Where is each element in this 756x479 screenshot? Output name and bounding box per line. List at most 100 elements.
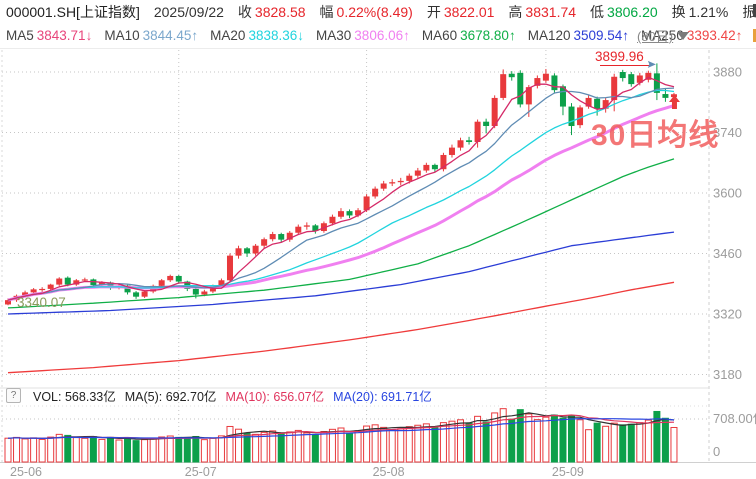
candle-body — [440, 154, 447, 170]
volume-bar — [98, 438, 106, 463]
volume-bar — [183, 438, 191, 463]
symbol-name[interactable]: 000001.SH[上证指数] — [6, 4, 140, 20]
candle-body — [39, 288, 46, 291]
candle-body — [602, 100, 609, 109]
volume-bar — [653, 410, 661, 463]
vol-value: 691.71亿 — [381, 390, 432, 404]
volume-bar — [491, 412, 499, 463]
candle-body — [380, 183, 387, 189]
chevron-down-icon — [677, 31, 690, 40]
volume-bar — [175, 436, 183, 463]
quote-field: 幅 0.22%(8.49) — [320, 2, 413, 22]
field-value: 3806.20 — [607, 4, 658, 20]
volume-bar — [217, 435, 225, 463]
field-value: 0.22%(8.49) — [336, 4, 413, 20]
candle-body — [269, 234, 276, 240]
volume-bar — [627, 423, 635, 463]
volume-tick-label: 708.00亿 — [713, 411, 756, 426]
candle-body — [389, 182, 396, 184]
candle-body — [47, 284, 54, 289]
volume-bar — [21, 438, 29, 463]
volume-bar — [610, 422, 618, 463]
volume-bar — [354, 430, 362, 463]
volume-field: MA(5): 692.70亿 — [125, 386, 217, 405]
volume-indicator-values: VOL: 568.33亿 MA(5): 692.70亿 MA(10): 656.07… — [33, 386, 432, 405]
volume-bar — [414, 424, 422, 463]
candle-body — [226, 255, 233, 281]
ma-line-ma5 — [7, 76, 675, 301]
candle-body — [98, 282, 105, 286]
quote-fields: 收 3828.58 幅 0.22%(8.49) 开 3822.01 高 3831.74 低 380… — [238, 2, 756, 22]
field-value: 3828.58 — [254, 4, 306, 20]
volume-bar — [328, 428, 336, 463]
volume-bar — [474, 415, 482, 463]
field-label: 开 — [426, 4, 441, 20]
volume-bar — [636, 422, 644, 463]
price-tick-label: 3600 — [713, 185, 742, 200]
candle-body — [585, 97, 592, 107]
ma-legend-item: MA20 3838.36↓ — [210, 28, 304, 43]
x-axis-label: 25-06 — [10, 465, 42, 479]
ma-legend-item: MA5 3843.71↓ — [6, 28, 92, 43]
volume-tick-label: 0 — [713, 444, 720, 459]
vol-label: MA(20): — [333, 390, 378, 404]
candle-body — [474, 121, 481, 143]
volume-bar — [166, 435, 174, 463]
volume-field: MA(10): 656.07亿 — [225, 386, 324, 405]
candle-body — [355, 210, 362, 216]
volume-bar — [141, 439, 149, 463]
candle-body — [252, 245, 259, 254]
ma-legend-item: MA60 3678.80↑ — [422, 28, 516, 43]
candle-body — [491, 97, 498, 127]
period-selector-dropdown[interactable]: (80日) — [637, 26, 690, 45]
volume-bar — [380, 426, 388, 463]
volume-bar — [388, 429, 396, 463]
candle-body — [372, 188, 379, 197]
candle-body — [56, 278, 63, 285]
candle-body — [64, 277, 71, 285]
volume-bar — [64, 434, 72, 463]
candle-body — [611, 76, 618, 101]
volume-bar — [260, 431, 268, 463]
candle-body — [124, 285, 131, 293]
volume-bar — [294, 429, 302, 463]
field-label: 低 — [590, 4, 605, 20]
volume-bar — [81, 437, 89, 463]
candle-body — [448, 147, 455, 155]
field-value: 3822.01 — [443, 4, 495, 20]
candle-body — [346, 211, 353, 216]
field-label: 收 — [237, 4, 252, 20]
quote-field: 高 3831.74 — [508, 2, 576, 22]
peak-annotation-arrowhead — [647, 60, 656, 68]
volume-bar — [644, 419, 652, 463]
candle-body — [5, 300, 11, 305]
ma-label: MA250 — [641, 27, 684, 43]
peak-price-annotation: 3899.96 — [595, 49, 644, 64]
vol-value: 692.70亿 — [165, 390, 217, 404]
candle-body — [329, 216, 336, 224]
candle-body — [192, 288, 199, 295]
volume-field: VOL: 568.33亿 — [33, 386, 116, 405]
volume-bar — [363, 425, 371, 463]
ma-legend: MA5 3843.71↓ MA10 3844.45↑ MA20 3838.36↓ MA30 3… — [6, 25, 742, 45]
candle-body — [22, 292, 29, 296]
candle-body — [286, 232, 293, 240]
volume-bar — [508, 418, 516, 463]
volume-bar — [200, 439, 208, 463]
volume-ma-line-ma20 — [7, 418, 675, 439]
volume-bar — [525, 413, 533, 463]
volume-bar — [209, 437, 217, 463]
candle-body — [397, 180, 404, 183]
volume-bar — [346, 432, 354, 463]
candle-body — [107, 282, 114, 289]
candle-body — [141, 291, 148, 297]
volume-bar — [661, 417, 669, 463]
volume-bar — [397, 428, 405, 463]
ma-value: 3838.36↓ — [248, 27, 305, 43]
ma-label: MA120 — [527, 27, 571, 43]
price-tick-label: 3180 — [713, 367, 742, 382]
help-icon[interactable]: ? — [6, 388, 21, 403]
vol-label: VOL: — [33, 390, 62, 404]
candle-body — [414, 170, 421, 176]
